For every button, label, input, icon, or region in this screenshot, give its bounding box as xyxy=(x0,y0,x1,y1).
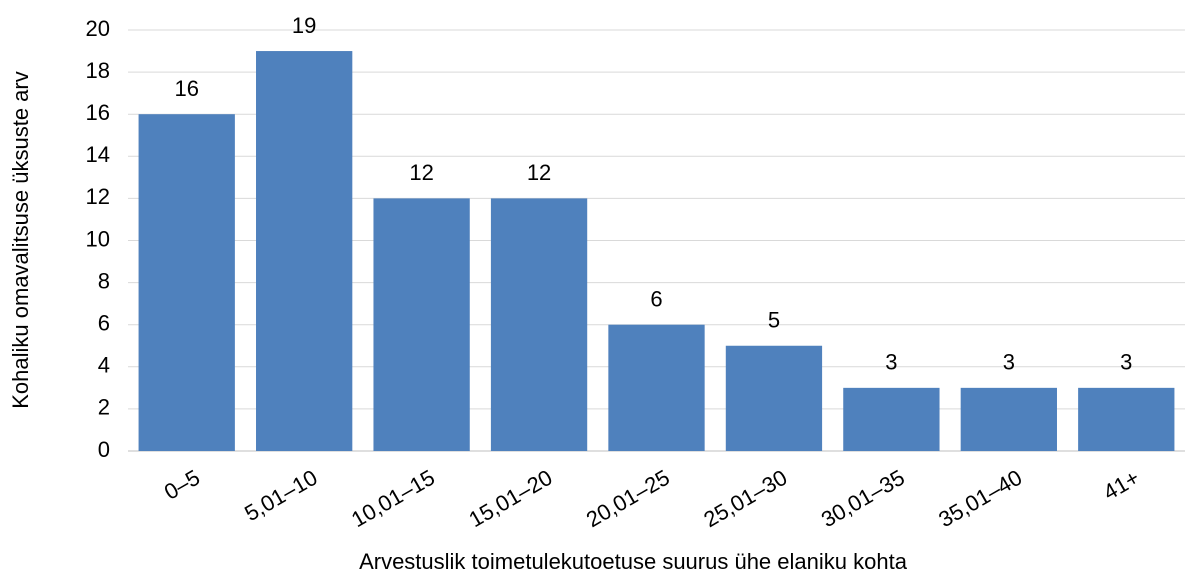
x-axis-label: Arvestuslik toimetulekutoetuse suurus üh… xyxy=(359,549,908,574)
bar xyxy=(1078,387,1175,451)
y-tick-label: 14 xyxy=(86,142,110,167)
x-tick-label: 20,01–25 xyxy=(582,465,674,533)
x-tick-label: 5,01–10 xyxy=(240,465,321,526)
bar xyxy=(373,198,470,451)
bar xyxy=(960,387,1057,451)
x-tick-label: 15,01–20 xyxy=(464,465,556,533)
y-tick-label: 8 xyxy=(98,268,110,293)
bar xyxy=(725,345,823,451)
bar xyxy=(490,198,588,451)
data-label: 5 xyxy=(768,308,780,333)
data-label: 6 xyxy=(650,287,662,312)
x-tick-label: 0–5 xyxy=(160,465,204,505)
data-label: 3 xyxy=(885,350,897,375)
x-tick-label: 10,01–15 xyxy=(347,465,439,533)
bar xyxy=(608,324,705,451)
x-tick-label: 35,01–40 xyxy=(934,465,1026,533)
y-tick-label: 6 xyxy=(98,311,110,336)
y-tick-label: 16 xyxy=(86,100,110,125)
y-tick-label: 10 xyxy=(86,226,110,251)
data-label: 19 xyxy=(292,13,316,38)
data-label: 12 xyxy=(409,160,433,185)
x-tick-label: 41+ xyxy=(1099,465,1144,505)
data-label: 3 xyxy=(1003,350,1015,375)
bar xyxy=(256,51,353,452)
x-tick-label: 30,01–35 xyxy=(817,465,909,533)
y-axis-label: Kohaliku omavalitsuse üksuste arv xyxy=(8,71,33,409)
y-tick-label: 2 xyxy=(98,395,110,420)
y-tick-label: 4 xyxy=(98,353,110,378)
y-tick-label: 0 xyxy=(98,437,110,462)
bar xyxy=(138,114,235,451)
y-tick-label: 20 xyxy=(86,16,110,41)
y-tick-label: 18 xyxy=(86,58,110,83)
y-tick-label: 12 xyxy=(86,184,110,209)
data-label: 3 xyxy=(1120,350,1132,375)
bar xyxy=(843,387,940,451)
data-label: 12 xyxy=(527,160,551,185)
data-label: 16 xyxy=(174,76,198,101)
x-tick-label: 25,01–30 xyxy=(699,465,791,533)
